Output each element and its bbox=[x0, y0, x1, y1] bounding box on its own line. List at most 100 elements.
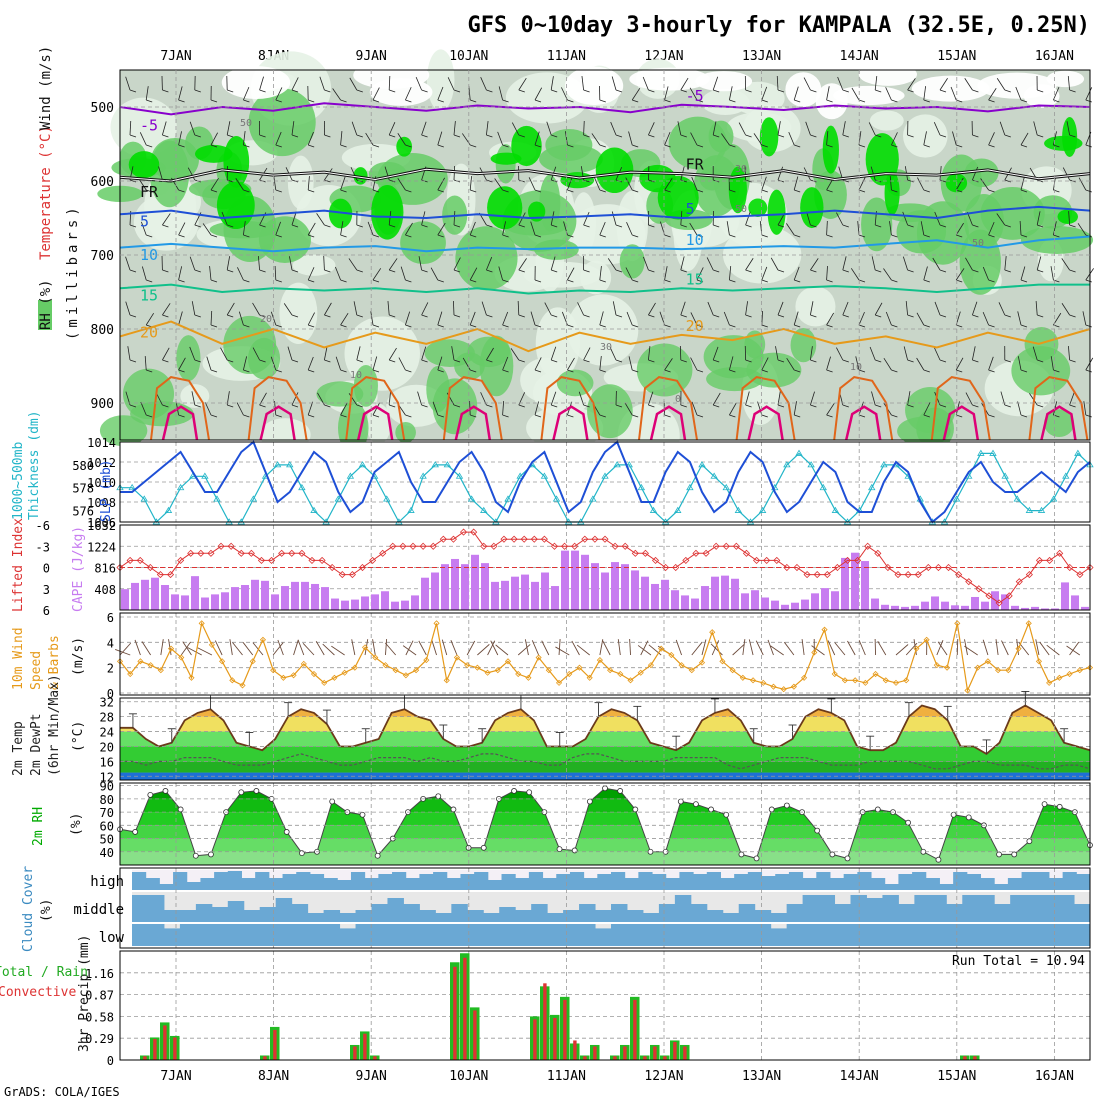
wind-barb bbox=[850, 268, 860, 281]
cloud-bar bbox=[460, 874, 475, 890]
wind10-barb bbox=[277, 639, 284, 656]
wind-barb-flag bbox=[162, 89, 169, 93]
wind-barb bbox=[810, 258, 819, 271]
wind-barb bbox=[706, 257, 714, 271]
wind-barb-flag bbox=[761, 414, 768, 418]
cloud-bar bbox=[626, 910, 644, 922]
cloud-bar bbox=[595, 928, 612, 946]
wind10-marker bbox=[749, 677, 757, 684]
cape-bar bbox=[341, 600, 349, 610]
thickness-marker bbox=[298, 483, 306, 491]
wind-barb-flag bbox=[534, 99, 542, 103]
wind-barb-flag bbox=[453, 89, 461, 93]
wind-barb-flag bbox=[907, 269, 914, 273]
wind-barb-flag bbox=[275, 369, 282, 373]
wind-barb bbox=[258, 256, 260, 271]
wind-barb bbox=[583, 347, 591, 361]
cloud-bar bbox=[563, 910, 580, 922]
cape-bar bbox=[1041, 608, 1049, 610]
rh-contour-label: 30 bbox=[600, 342, 612, 353]
cape-frame bbox=[119, 524, 1091, 611]
isotherm-label: 10 bbox=[686, 231, 704, 249]
wind-barb-flag bbox=[761, 279, 768, 283]
wind-barb-flag bbox=[972, 224, 979, 228]
wind-barb-flag bbox=[696, 324, 704, 328]
wind-barb-flag bbox=[453, 224, 461, 228]
wind-barb-flag bbox=[599, 324, 606, 328]
wind-barb-flag bbox=[1053, 369, 1060, 373]
cloud-bar bbox=[642, 913, 660, 922]
wind10-barb bbox=[982, 639, 989, 656]
wind-barb bbox=[348, 393, 358, 406]
cape-bar bbox=[411, 595, 419, 610]
precip-convective-bar bbox=[633, 999, 637, 1060]
warm-isotherm bbox=[638, 376, 698, 441]
wind-barb-flag bbox=[308, 369, 315, 373]
li-marker bbox=[581, 535, 589, 543]
li-marker bbox=[561, 542, 569, 550]
cloud-bar bbox=[451, 924, 468, 946]
wind-barb bbox=[351, 121, 358, 136]
wind-barb-flag bbox=[1069, 134, 1076, 138]
wind-barb bbox=[388, 258, 398, 271]
isotherm-label: 20 bbox=[686, 317, 704, 335]
wind-barb-flag bbox=[1020, 99, 1028, 103]
cloud-bar bbox=[652, 874, 667, 890]
precip-convective-bar bbox=[643, 1056, 647, 1060]
wind-barb bbox=[691, 401, 698, 416]
wind-barb bbox=[129, 120, 132, 136]
wind-barb bbox=[1017, 401, 1022, 416]
li-marker bbox=[823, 571, 831, 579]
wind-barb bbox=[871, 256, 876, 271]
cloud-bar bbox=[898, 924, 915, 946]
wind-barb bbox=[855, 356, 860, 371]
temp-tick: 20 bbox=[100, 740, 114, 754]
wind-barb bbox=[805, 121, 811, 136]
wind-barb bbox=[437, 356, 443, 371]
wind-barb bbox=[826, 403, 835, 416]
wind-barb bbox=[162, 347, 170, 361]
wind-barb-flag bbox=[421, 89, 428, 93]
cape-bar bbox=[971, 596, 979, 610]
wind-barb-flag bbox=[502, 144, 509, 148]
wind-barb-flag bbox=[729, 369, 736, 373]
cloud-legend: Cloud Cover bbox=[21, 866, 36, 952]
top-date-tick: 9JAN bbox=[356, 49, 387, 64]
wind-barb bbox=[625, 267, 633, 281]
rh-moist-patch bbox=[176, 335, 201, 382]
wind-barb-flag bbox=[858, 279, 866, 283]
thickness-marker bbox=[201, 472, 209, 479]
li-marker bbox=[854, 556, 862, 564]
wind-barb-flag bbox=[988, 234, 995, 238]
wind-barb bbox=[534, 357, 542, 371]
wind-barb-flag bbox=[891, 99, 898, 103]
wind10-legend: 10m Wind Speed & Barbs bbox=[11, 627, 62, 690]
wind-barb-flag bbox=[1069, 89, 1076, 93]
wind-barb-flag bbox=[437, 279, 444, 283]
wind-barb-flag bbox=[275, 144, 282, 148]
wind-barb-flag bbox=[210, 369, 218, 373]
page-title: GFS 0~10day 3-hourly for KAMPALA (32.5E,… bbox=[467, 13, 1090, 38]
thickness-marker bbox=[431, 461, 439, 468]
wind10-marker bbox=[351, 664, 358, 671]
rh2m-marker bbox=[192, 852, 199, 859]
thickness-marker bbox=[989, 449, 997, 456]
wind-barb-flag bbox=[291, 359, 299, 363]
wind-barb-flag bbox=[632, 324, 639, 328]
rh-moist-patch bbox=[1044, 409, 1075, 437]
li-marker bbox=[722, 542, 730, 550]
wind10-barb bbox=[180, 641, 191, 656]
cape-bar bbox=[1051, 608, 1059, 610]
wind-barb bbox=[1053, 131, 1057, 146]
cloud-bar bbox=[556, 874, 571, 890]
li-marker bbox=[692, 549, 700, 557]
wind-barb bbox=[417, 391, 422, 406]
wind-barb-flag bbox=[356, 89, 363, 93]
cape-bar bbox=[261, 580, 269, 610]
li-marker bbox=[995, 599, 1003, 607]
wind-barb bbox=[581, 76, 584, 91]
cloud-bar bbox=[866, 924, 883, 946]
wind10-barb bbox=[364, 639, 369, 656]
cloud-bar bbox=[770, 928, 788, 946]
wind-barb bbox=[178, 311, 183, 326]
